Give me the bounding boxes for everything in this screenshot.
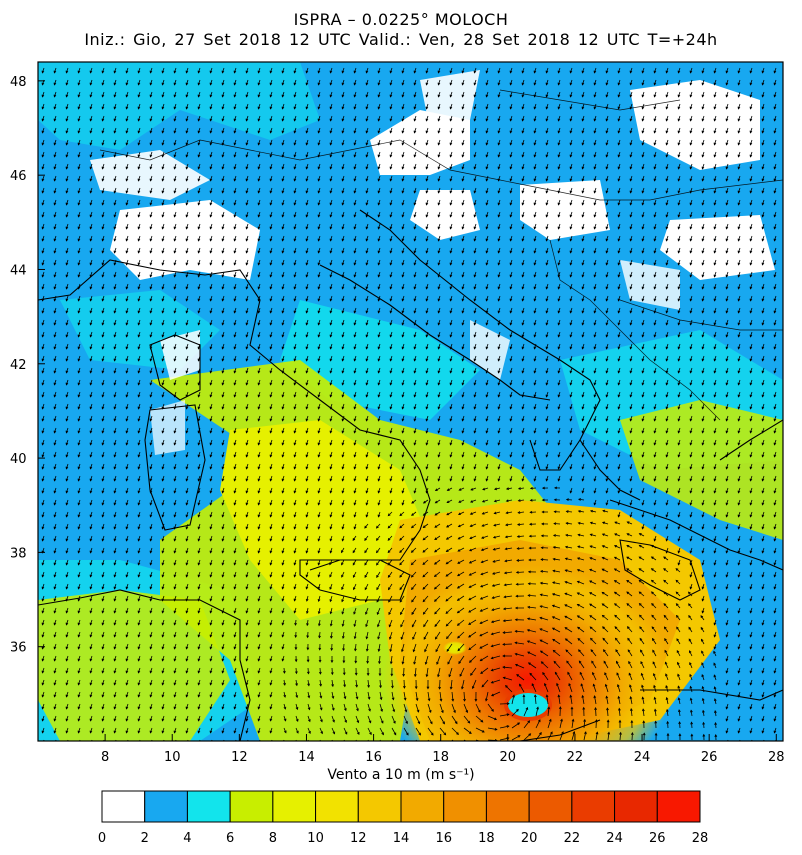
lat-tick-label: 44 [10, 263, 27, 278]
colorbar-segment [101, 790, 146, 823]
colorbar-tick-labels: 0 2 4 6 8 10 12 14 16 18 20 22 24 26 28 [98, 831, 708, 846]
lat-axis-ticks [38, 80, 45, 648]
colorbar-tick-label: 26 [649, 831, 666, 846]
colorbar-tick-label: 22 [564, 831, 581, 846]
colorbar-tick-label: 20 [521, 831, 538, 846]
colorbar-segment [357, 790, 402, 823]
lon-tick-label: 20 [500, 750, 517, 765]
lon-tick-label: 22 [567, 750, 584, 765]
lat-axis-labels: 48 46 44 42 40 38 36 [10, 75, 27, 656]
colorbar-segment [614, 790, 658, 823]
wind-vectors [41, 67, 777, 741]
national-borders [99, 89, 783, 421]
lon-tick-label: 8 [101, 750, 109, 765]
colorbar-segment [229, 790, 274, 823]
colorbar [101, 790, 701, 823]
lat-tick-label: 36 [10, 641, 27, 656]
lat-tick-label: 38 [10, 546, 27, 561]
lon-axis-ticks [104, 734, 777, 741]
lon-tick-label: 14 [298, 750, 315, 765]
colorbar-tick-label: 24 [606, 831, 623, 846]
lat-tick-label: 40 [10, 452, 27, 467]
colorbar-segment [571, 790, 616, 823]
lon-tick-label: 16 [365, 750, 382, 765]
colorbar-tick-label: 4 [183, 831, 191, 846]
lon-tick-label: 10 [164, 750, 181, 765]
lon-tick-label: 18 [432, 750, 449, 765]
colorbar-segment [272, 790, 317, 823]
colorbar-segment [400, 790, 445, 823]
plot-frame [37, 61, 784, 742]
lon-tick-label: 28 [768, 750, 785, 765]
colorbar-segment [485, 790, 530, 823]
colorbar-tick-label: 28 [692, 831, 709, 846]
lon-tick-label: 26 [701, 750, 718, 765]
colorbar-tick-label: 16 [435, 831, 452, 846]
chart-title: ISPRA – 0.0225° MOLOCH [293, 10, 509, 29]
colorbar-segment [144, 790, 188, 823]
colorbar-tick-label: 0 [98, 831, 106, 846]
lat-tick-label: 46 [10, 169, 27, 184]
chart-subtitle: Iniz.: Gio, 27 Set 2018 12 UTC Valid.: V… [84, 30, 718, 49]
colorbar-segment [656, 790, 701, 823]
colorbar-label: Vento a 10 m (m s⁻¹) [327, 767, 475, 783]
lat-tick-label: 48 [10, 75, 27, 90]
coastlines [38, 209, 783, 741]
lat-tick-label: 42 [10, 358, 27, 373]
colorbar-tick-label: 2 [141, 831, 149, 846]
lon-axis-labels: 8 10 12 14 16 18 20 22 24 26 28 [101, 750, 785, 765]
colorbar-tick-label: 6 [226, 831, 234, 846]
colorbar-tick-label: 14 [393, 831, 410, 846]
colorbar-segment [186, 790, 231, 823]
wind-speed-field [38, 62, 783, 741]
colorbar-tick-label: 10 [307, 831, 324, 846]
colorbar-tick-label: 18 [478, 831, 495, 846]
colorbar-segment [443, 790, 487, 823]
colorbar-tick-label: 12 [350, 831, 367, 846]
colorbar-tick-label: 8 [269, 831, 277, 846]
lon-tick-label: 12 [231, 750, 248, 765]
lon-tick-label: 24 [634, 750, 651, 765]
colorbar-segment [528, 790, 573, 823]
colorbar-segment [315, 790, 359, 823]
